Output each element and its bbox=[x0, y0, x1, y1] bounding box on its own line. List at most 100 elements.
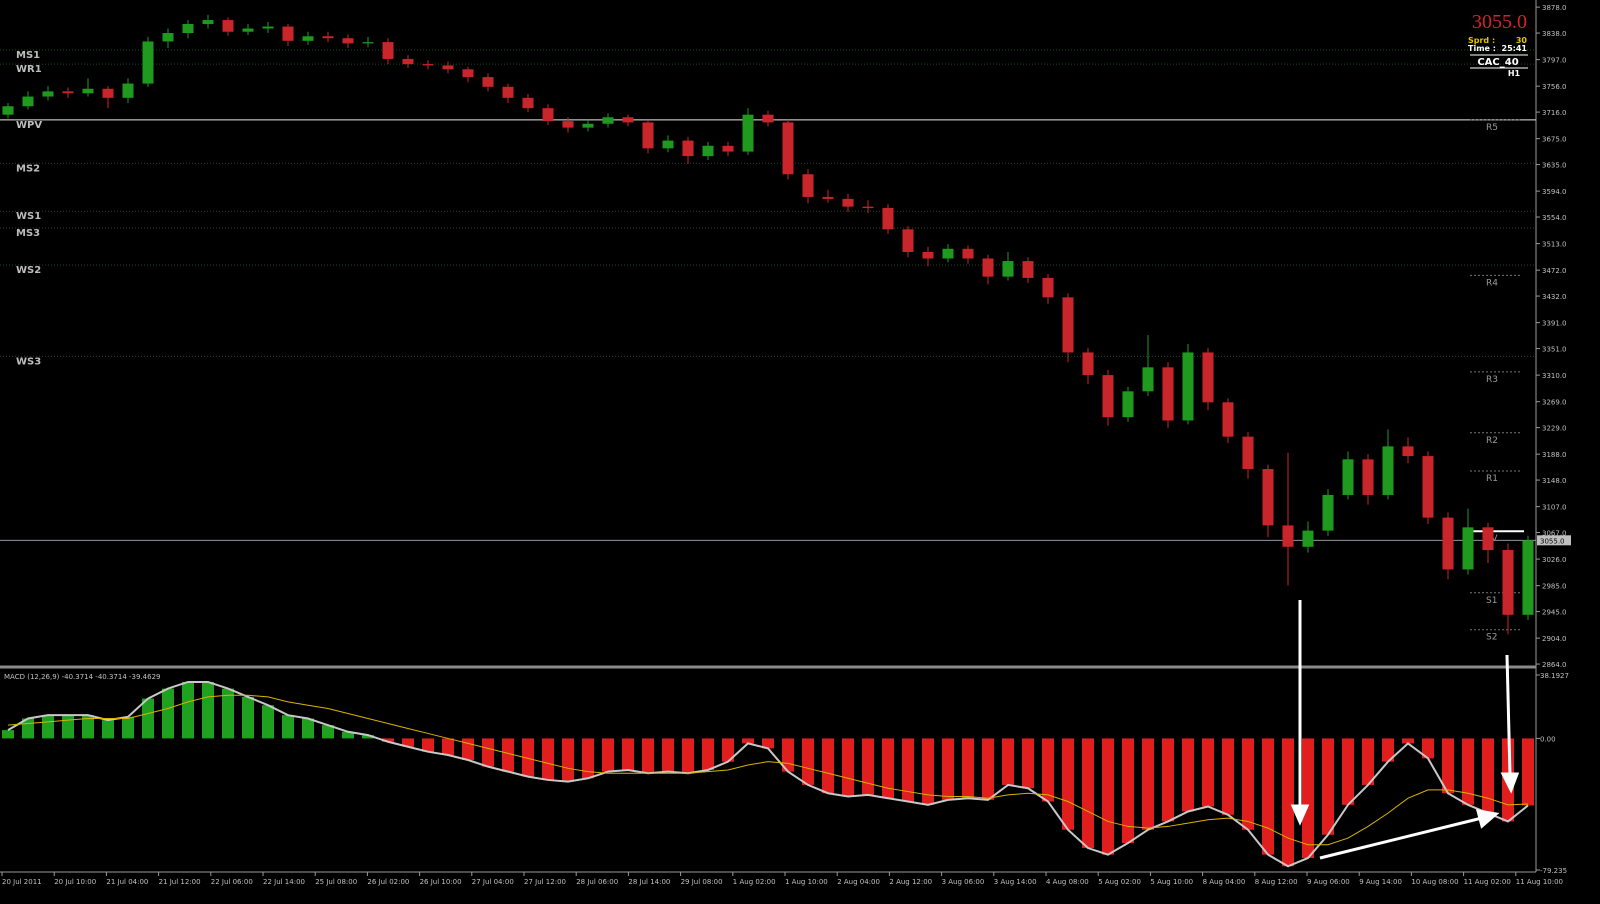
x-tick-label: 11 Aug 10:00 bbox=[1516, 878, 1563, 886]
last-price: 3055.0 bbox=[1472, 11, 1527, 33]
y-tick-label: 38.1927 bbox=[1540, 672, 1569, 680]
macd-bar bbox=[1122, 738, 1134, 844]
arrow-head bbox=[1290, 804, 1310, 826]
macd-bar bbox=[1382, 738, 1394, 762]
signal-line bbox=[7, 694, 1529, 846]
arrow-head bbox=[1475, 809, 1500, 829]
macd-bar bbox=[682, 738, 694, 774]
candle-body bbox=[1282, 525, 1294, 547]
candle-body bbox=[42, 91, 54, 97]
x-tick-label: 5 Aug 10:00 bbox=[1150, 878, 1193, 886]
macd-bar bbox=[602, 738, 614, 772]
macd-bar bbox=[162, 688, 174, 739]
candle-body bbox=[762, 114, 774, 123]
y-tick-label: 3269.0 bbox=[1542, 399, 1567, 407]
macd-bar bbox=[662, 738, 674, 772]
y-tick-label: 3391.0 bbox=[1542, 320, 1567, 328]
macd-bar bbox=[1042, 738, 1054, 802]
candle-body bbox=[822, 196, 834, 199]
x-tick-label: 22 Jul 06:00 bbox=[211, 878, 253, 886]
candle-body bbox=[82, 88, 94, 94]
macd-bar bbox=[842, 738, 854, 797]
candle-body bbox=[842, 198, 854, 207]
candle-body bbox=[862, 206, 874, 208]
y-tick-label: 3716.0 bbox=[1542, 109, 1567, 117]
candle-body bbox=[1302, 530, 1314, 547]
y-tick-label: 3513.0 bbox=[1542, 241, 1567, 249]
y-tick-label: 3675.0 bbox=[1542, 136, 1567, 144]
candle-body bbox=[642, 122, 654, 149]
x-tick-label: 11 Aug 02:00 bbox=[1464, 878, 1511, 886]
y-tick-label: 3107.0 bbox=[1542, 504, 1567, 512]
candle-body bbox=[2, 106, 14, 115]
candle-body bbox=[542, 108, 554, 122]
spread: 30 bbox=[1516, 36, 1528, 45]
macd-bar bbox=[1102, 738, 1114, 855]
x-tick-label: 21 Jul 04:00 bbox=[106, 878, 148, 886]
candle-body bbox=[382, 42, 394, 59]
candle-body bbox=[1442, 517, 1454, 570]
pivot-label: WR1 bbox=[16, 64, 42, 75]
candle-body bbox=[1382, 446, 1394, 495]
x-tick-label: 25 Jul 08:00 bbox=[315, 878, 357, 886]
macd-bar bbox=[702, 738, 714, 770]
macd-bar bbox=[982, 738, 994, 800]
candle-body bbox=[522, 97, 534, 109]
macd-bar bbox=[302, 718, 314, 739]
macd-bar bbox=[1142, 738, 1154, 830]
x-tick-label: 27 Jul 04:00 bbox=[472, 878, 514, 886]
macd-bar bbox=[502, 738, 514, 772]
candle-body bbox=[702, 145, 714, 157]
candle-body bbox=[402, 58, 414, 65]
x-tick-label: 20 Jul 2011 bbox=[2, 878, 42, 886]
y-tick-label: 3797.0 bbox=[1542, 57, 1567, 65]
y-tick-label: 2904.0 bbox=[1542, 635, 1567, 643]
candle-body bbox=[162, 33, 174, 42]
macd-bar bbox=[322, 725, 334, 739]
candle-body bbox=[722, 145, 734, 152]
x-tick-label: 2 Aug 12:00 bbox=[889, 878, 932, 886]
candle-body bbox=[1122, 391, 1134, 418]
x-tick-label: 28 Jul 14:00 bbox=[628, 878, 670, 886]
macd-bar bbox=[1262, 738, 1274, 855]
x-tick-label: 20 Jul 10:00 bbox=[54, 878, 96, 886]
candle-body bbox=[562, 121, 574, 128]
candle-body bbox=[902, 229, 914, 253]
pivot-label: S2 bbox=[1486, 633, 1497, 643]
x-tick-label: 5 Aug 02:00 bbox=[1098, 878, 1141, 886]
candle-body bbox=[922, 252, 934, 259]
candle-body bbox=[442, 65, 454, 70]
macd-bar bbox=[642, 738, 654, 774]
macd-bar bbox=[1022, 738, 1034, 789]
macd-bar bbox=[42, 715, 54, 739]
y-tick-label: 3310.0 bbox=[1542, 372, 1567, 380]
macd-bar bbox=[1182, 738, 1194, 812]
macd-bar bbox=[1422, 738, 1434, 759]
x-tick-label: 22 Jul 14:00 bbox=[263, 878, 305, 886]
candle-body bbox=[942, 248, 954, 259]
candle-body bbox=[262, 26, 274, 29]
y-tick-label: 3026.0 bbox=[1542, 556, 1567, 564]
candle-body bbox=[1502, 550, 1514, 615]
macd-bar bbox=[202, 681, 214, 739]
macd-bar bbox=[142, 698, 154, 739]
macd-bar bbox=[722, 738, 734, 762]
macd-bar bbox=[482, 738, 494, 767]
x-tick-label: 4 Aug 08:00 bbox=[1046, 878, 1089, 886]
macd-bar bbox=[442, 738, 454, 756]
candle-body bbox=[662, 140, 674, 149]
candle-body bbox=[462, 69, 474, 78]
candle-body bbox=[982, 258, 994, 277]
pivot-label: MS2 bbox=[16, 163, 40, 174]
y-tick-label: 3554.0 bbox=[1542, 214, 1567, 222]
time: 25:41 bbox=[1502, 44, 1528, 53]
macd-bar bbox=[1062, 738, 1074, 830]
candle-body bbox=[62, 91, 74, 94]
info-box: 3055.0 Sprd : 30 Time : 25:41 CAC_40 H1 bbox=[1468, 11, 1528, 78]
macd-bar bbox=[1402, 738, 1414, 744]
macd-bar bbox=[802, 738, 814, 785]
y-tick-label: 0.00 bbox=[1540, 735, 1556, 743]
x-tick-label: 1 Aug 02:00 bbox=[733, 878, 776, 886]
candle-body bbox=[1422, 456, 1434, 518]
